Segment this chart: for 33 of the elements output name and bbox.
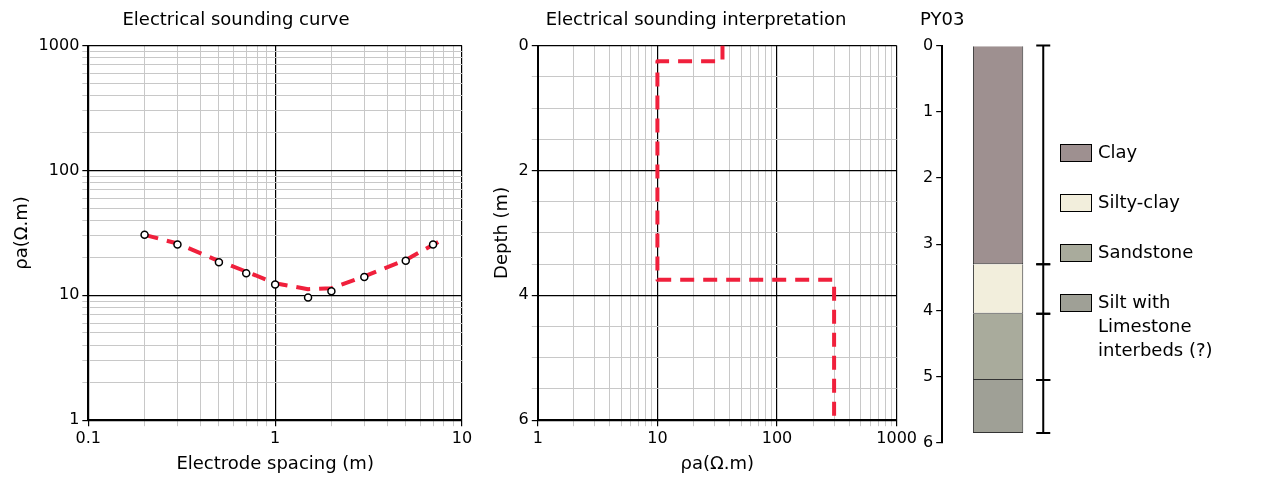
y-tick-label: 2 — [922, 167, 934, 187]
y-tick-label: 1 — [69, 409, 80, 429]
x-tick-label: 1000 — [876, 427, 917, 447]
y-tick-label: 100 — [48, 159, 80, 179]
y-tick-label: 1 — [922, 100, 934, 120]
y-tick-label: 10 — [58, 284, 80, 304]
x-tick-label: 1 — [532, 427, 543, 447]
x-tick-label: 10 — [647, 427, 668, 447]
chart-title: PY03 — [920, 8, 965, 30]
text: Clay — [1098, 139, 1138, 164]
x-tick-label: 1 — [270, 427, 281, 447]
y-tick-label: 6 — [518, 409, 529, 429]
x-tick-label: 10 — [451, 427, 473, 447]
x-tick-label: 100 — [761, 427, 793, 447]
x-axis-title: Electrode spacing (m) — [176, 451, 374, 473]
y-tick-label: 4 — [518, 284, 529, 304]
y-tick-label: 5 — [922, 365, 934, 385]
y-tick-label: 3 — [922, 233, 934, 253]
y-axis-title: Depth (m) — [490, 186, 512, 279]
y-tick-label: 2 — [518, 159, 529, 179]
chart-title: Electrical sounding curve — [122, 8, 350, 30]
y-tick-label: 1000 — [38, 34, 80, 54]
x-tick-label: 0.1 — [75, 427, 102, 447]
chart-title: Electrical sounding interpretation — [545, 8, 847, 30]
text: Silt with Limestone interbeds (?) — [1098, 289, 1214, 362]
y-tick-label: 0 — [922, 34, 934, 54]
legend-label: Sandstone — [1098, 239, 1194, 264]
y-tick-label: 0 — [518, 34, 529, 54]
x-axis-title: ρa(Ω.m) — [680, 451, 754, 473]
y-tick-label: 4 — [922, 299, 934, 319]
legend-label: Silty-clay — [1098, 189, 1180, 214]
y-axis-title: ρa(Ω.m) — [10, 196, 32, 270]
y-tick-label: 6 — [922, 432, 934, 452]
